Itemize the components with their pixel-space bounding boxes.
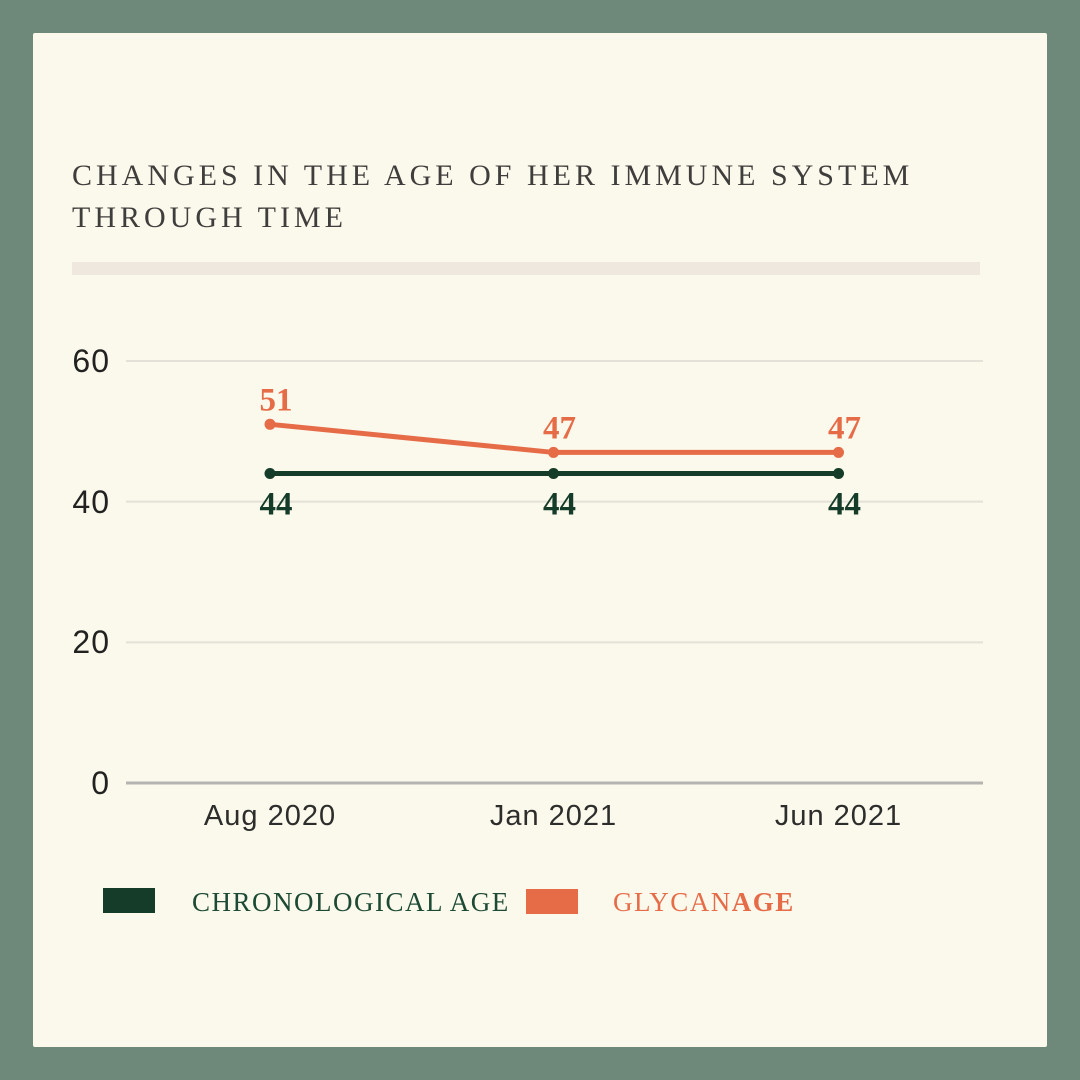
x-axis-label: Jun 2021 xyxy=(774,800,903,832)
value-label: 47 xyxy=(828,410,861,446)
data-point xyxy=(833,446,844,458)
y-axis-tick-label: 20 xyxy=(72,624,110,661)
y-axis-tick-label: 0 xyxy=(91,765,110,801)
y-axis-tick-label: 40 xyxy=(72,483,110,520)
data-point xyxy=(548,468,559,480)
chart-card xyxy=(33,33,1047,1047)
x-axis-label: Jan 2021 xyxy=(489,800,618,832)
title-divider-bar xyxy=(72,262,980,275)
legend-label-glycan-part: GLYCAN xyxy=(613,887,732,917)
value-label: 44 xyxy=(543,487,576,523)
chart-title: CHANGES IN THE AGE OF HER IMMUNE SYSTEM … xyxy=(72,155,992,239)
data-point xyxy=(833,468,844,480)
value-label: 44 xyxy=(828,487,861,523)
chart-title-line-1: CHANGES IN THE AGE OF HER IMMUNE SYSTEM xyxy=(72,159,914,192)
y-axis-tick-label: 60 xyxy=(72,343,110,379)
data-point xyxy=(264,468,276,480)
value-label: 51 xyxy=(260,382,293,418)
value-label: 47 xyxy=(543,410,576,446)
legend-label-chronological-age: CHRONOLOGICAL AGE xyxy=(192,887,510,917)
legend-swatch-chronological-age xyxy=(103,888,155,913)
legend-label-glycanage: GLYCANAGE xyxy=(613,887,795,917)
legend-swatch-glycanage xyxy=(526,889,578,914)
legend-label-age-part: AGE xyxy=(731,887,795,917)
chart-title-line-2: THROUGH TIME xyxy=(72,201,347,234)
data-point xyxy=(264,418,276,430)
value-label: 44 xyxy=(260,487,293,523)
data-point xyxy=(548,446,559,458)
x-axis-label: Aug 2020 xyxy=(203,800,337,832)
